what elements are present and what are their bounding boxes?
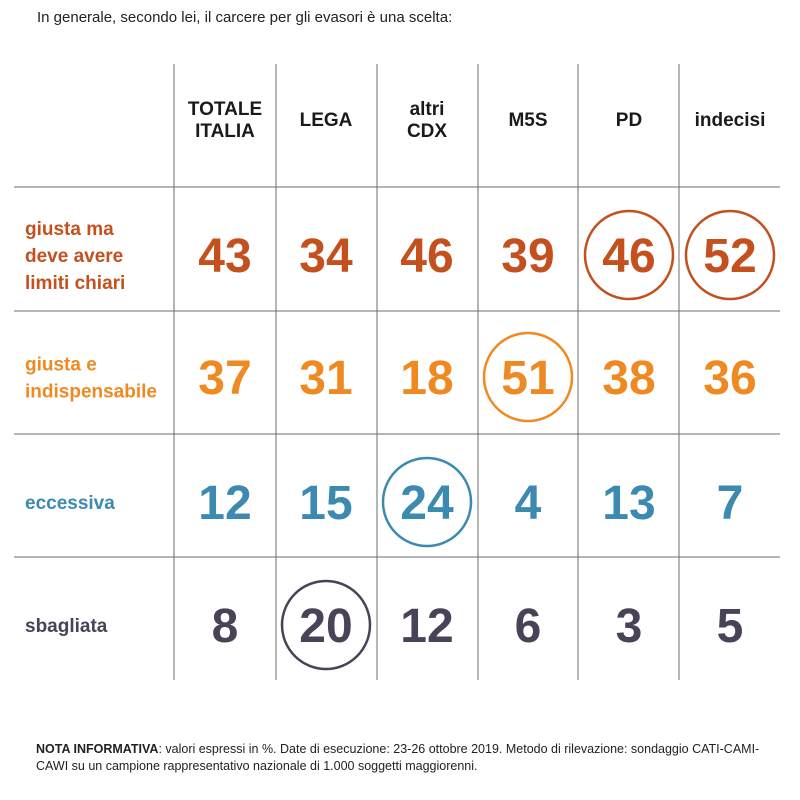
row-label-0-line-0: giusta ma xyxy=(25,219,114,240)
row-label-1-line-0: giusta e xyxy=(25,355,97,376)
note-label: NOTA INFORMATIVA xyxy=(36,742,159,756)
methodology-note: NOTA INFORMATIVA: valori espressi in %. … xyxy=(36,741,776,775)
highlight-circle-0-4 xyxy=(583,209,675,301)
highlight-circle-2-2 xyxy=(381,456,473,548)
value-cell-0-5: 52 xyxy=(703,230,756,283)
value-cell-3-1: 20 xyxy=(299,600,352,653)
row-label-1-line-1: indispensabile xyxy=(25,382,157,403)
highlight-circle-1-3 xyxy=(482,331,574,423)
value-cell-1-3: 51 xyxy=(501,352,554,405)
row-label-2-line-0: eccessiva xyxy=(25,493,115,514)
value-cell-2-5: 7 xyxy=(717,477,744,530)
row-label-0-line-1: deve avere xyxy=(25,246,123,267)
note-text: : valori espressi in %. Date di esecuzio… xyxy=(36,742,760,773)
value-cell-2-3: 4 xyxy=(515,477,542,530)
value-cell-2-1: 15 xyxy=(299,477,352,530)
highlight-circle-0-5 xyxy=(684,209,776,301)
value-cell-1-5: 36 xyxy=(703,352,756,405)
column-header-3-line-0: M5S xyxy=(508,110,547,131)
row-label-0-line-2: limiti chiari xyxy=(25,273,125,294)
value-cell-0-2: 46 xyxy=(400,230,453,283)
column-header-4-line-0: PD xyxy=(616,110,642,131)
value-cell-2-4: 13 xyxy=(602,477,655,530)
value-cell-1-2: 18 xyxy=(400,352,453,405)
value-cell-0-1: 34 xyxy=(299,230,353,283)
chart-question: In generale, secondo lei, il carcere per… xyxy=(37,9,453,26)
value-cell-1-4: 38 xyxy=(602,352,655,405)
value-cell-3-3: 6 xyxy=(515,600,542,653)
column-header-5-line-0: indecisi xyxy=(695,110,766,131)
value-cell-0-0: 43 xyxy=(198,230,251,283)
value-cell-1-1: 31 xyxy=(299,352,352,405)
column-header-2-line-1: CDX xyxy=(407,121,447,142)
value-cell-1-0: 37 xyxy=(198,352,251,405)
value-cell-3-2: 12 xyxy=(400,600,453,653)
column-header-2-line-0: altri xyxy=(410,99,445,120)
value-cell-3-5: 5 xyxy=(717,600,744,653)
value-cell-3-0: 8 xyxy=(212,600,239,653)
column-header-1-line-0: LEGA xyxy=(300,110,353,131)
value-cell-2-2: 24 xyxy=(400,477,454,530)
value-cell-3-4: 3 xyxy=(616,600,643,653)
column-header-0-line-0: TOTALE xyxy=(188,99,262,120)
value-cell-2-0: 12 xyxy=(198,477,251,530)
row-label-3-line-0: sbagliata xyxy=(25,616,108,637)
highlight-circle-3-1 xyxy=(280,579,372,671)
value-cell-0-4: 46 xyxy=(602,230,655,283)
column-header-0-line-1: ITALIA xyxy=(195,121,255,142)
value-cell-0-3: 39 xyxy=(501,230,554,283)
